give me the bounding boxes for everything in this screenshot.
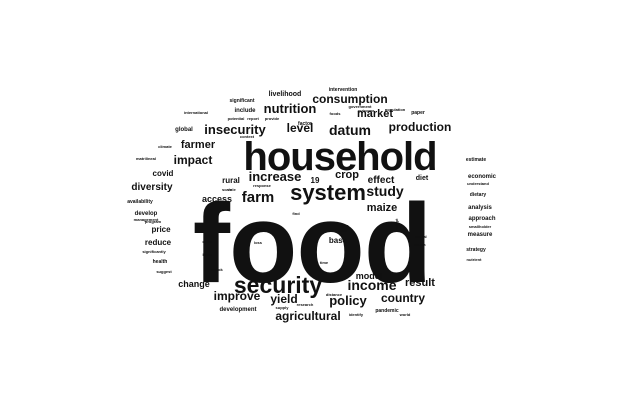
word-potential: potential — [228, 116, 245, 121]
word-management: management — [134, 217, 159, 222]
word-country: country — [381, 291, 425, 305]
word-population: population — [385, 107, 406, 112]
word-pandemic: pandemic — [375, 308, 399, 314]
word-change: change — [178, 279, 210, 289]
word-price: price — [151, 225, 171, 234]
word-find: find — [292, 211, 300, 216]
word-program: program — [145, 219, 162, 224]
word-approach: approach — [468, 216, 495, 222]
word-government: government — [349, 104, 373, 109]
word-identify: identify — [349, 312, 364, 317]
word-smallholder: smallholder — [469, 224, 492, 229]
word-health: health — [153, 259, 168, 265]
word-measure: measure — [468, 232, 493, 238]
word-research: research — [297, 302, 314, 307]
word-significant: significant — [229, 98, 254, 104]
word-market: market — [357, 108, 393, 120]
word-diet: diet — [416, 175, 429, 182]
word-availability: availability — [127, 199, 153, 205]
word-context: context — [240, 134, 255, 139]
word-estimate: estimate — [466, 157, 487, 163]
word-analysis: analysis — [468, 205, 492, 211]
word-report: report — [247, 116, 259, 121]
word-security: security — [234, 272, 322, 298]
word-foods: foods — [330, 111, 342, 116]
word-understand: understand — [467, 181, 489, 186]
word-base: base — [329, 236, 348, 245]
word-local: local — [202, 252, 211, 257]
word-social: social — [415, 234, 426, 239]
word-maize: maize — [367, 202, 398, 214]
word-yield: yield — [270, 292, 297, 306]
word-income: income — [347, 277, 396, 293]
word-impact: impact — [174, 153, 213, 167]
word-covid: covid — [153, 169, 174, 178]
word-economic: economic — [468, 174, 497, 180]
word-datum: datum — [329, 122, 371, 138]
word-diversity: diversity — [131, 182, 173, 193]
word-scale: scale — [222, 187, 233, 192]
word-agricultural: agricultural — [275, 309, 340, 323]
word-system: system — [290, 180, 366, 205]
word-significantly: significantly — [142, 249, 166, 254]
word-gap: gap — [341, 223, 349, 228]
word-child: child — [202, 239, 212, 244]
word-production: production — [389, 120, 452, 134]
word-factor: factor — [298, 121, 312, 127]
word-insecurity: insecurity — [204, 122, 266, 137]
word-develop: develop — [135, 211, 158, 217]
word-improve: improve — [214, 289, 261, 303]
word-global: global — [175, 127, 193, 133]
word-supply: supply — [276, 305, 290, 310]
word-model: model — [356, 271, 383, 281]
word-nutrient: nutrient — [467, 257, 483, 262]
word-loss: loss — [254, 240, 263, 245]
word-response: response — [253, 183, 272, 188]
word-dietary: dietary — [470, 192, 487, 198]
word-climate: climate — [158, 144, 173, 149]
word-livelihood: livelihood — [269, 91, 302, 98]
word-food: food — [193, 181, 432, 306]
word-paper: paper — [411, 110, 425, 116]
word-crop: crop — [335, 169, 359, 181]
word-consumption: consumption — [312, 92, 387, 106]
word-household: household — [243, 135, 436, 179]
word-reduce: reduce — [145, 238, 172, 247]
word-include: include — [234, 108, 256, 114]
word-study: study — [366, 183, 404, 199]
word-urban: urban — [414, 242, 426, 247]
word-policy: policy — [329, 293, 367, 308]
word-outcome: outcome — [358, 108, 375, 113]
word-nutrition: nutrition — [264, 101, 317, 116]
word-farmer: farmer — [181, 139, 216, 151]
word-development: development — [219, 307, 256, 313]
word-effect: effect — [368, 175, 395, 186]
word-low: low — [251, 225, 265, 234]
word-shock: shock — [211, 267, 223, 272]
word-time: time — [320, 260, 329, 265]
word-distance: distance — [326, 292, 343, 297]
word-international: international — [184, 110, 208, 115]
word-adopt: adopt — [394, 218, 399, 230]
word-role: role — [228, 187, 236, 192]
word-level: level — [287, 121, 314, 135]
word-provide: provide — [265, 116, 280, 121]
word-intervention: intervention — [329, 87, 358, 93]
word-result: result — [405, 277, 435, 289]
word-world: world — [399, 312, 411, 317]
word-matrilineal: matrilineal — [136, 156, 156, 161]
word-rural: rural — [222, 176, 240, 185]
word-19: 19 — [311, 176, 320, 185]
word-strategy: strategy — [466, 247, 486, 253]
word-farm: farm — [242, 189, 275, 206]
word-access: access — [202, 194, 232, 204]
word-poor: poor — [339, 228, 348, 233]
word-suggest: suggest — [156, 269, 172, 274]
word-increase: increase — [249, 169, 302, 184]
